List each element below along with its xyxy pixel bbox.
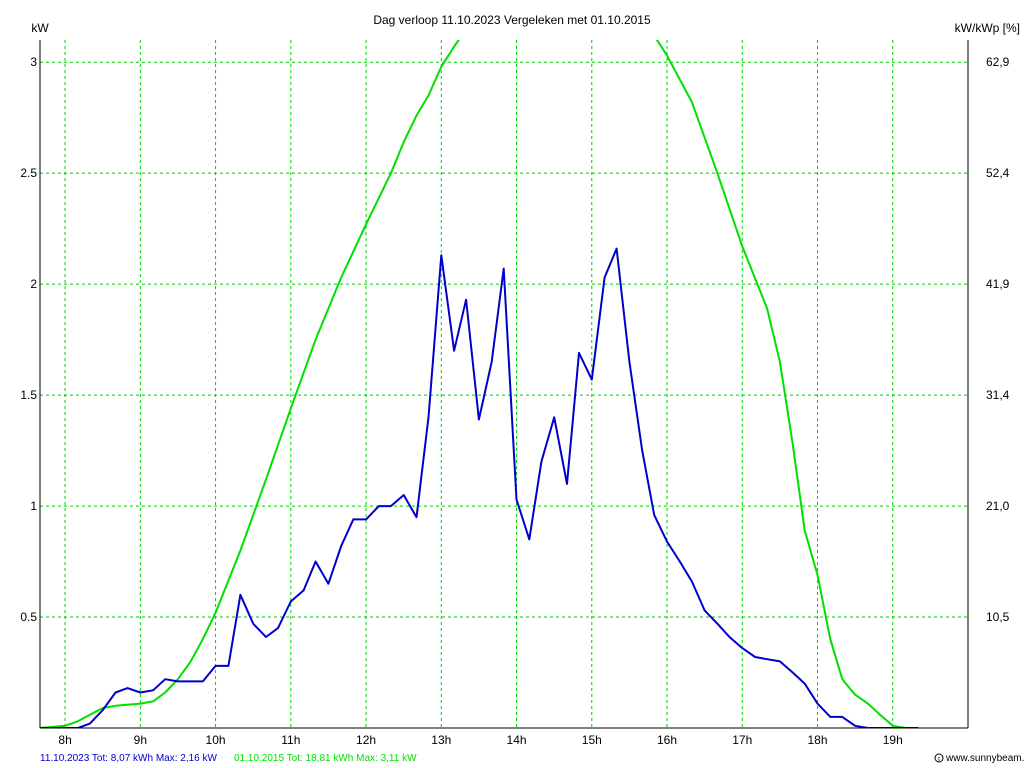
- y-tick-label-left: 1: [30, 499, 37, 513]
- x-tick-label: 10h: [206, 733, 226, 747]
- footer-stats-2023: 11.10.2023 Tot: 8,07 kWh Max: 2,16 kW: [40, 753, 218, 764]
- y-tick-label-right: 31,4: [986, 388, 1010, 402]
- y-tick-label-right: 41,9: [986, 277, 1010, 291]
- watermark-text: www.sunnybeam.be: [945, 753, 1024, 764]
- y-tick-label-left: 3: [30, 55, 37, 69]
- y-tick-label-left: 2.5: [20, 166, 37, 180]
- y-tick-label-right: 10,5: [986, 610, 1010, 624]
- y-tick-label-right: 21,0: [986, 499, 1010, 513]
- y-tick-label-left: 1.5: [20, 388, 37, 402]
- chart-title: Dag verloop 11.10.2023 Vergeleken met 01…: [373, 13, 651, 27]
- y-tick-label-right: 52,4: [986, 166, 1010, 180]
- footer-stats-2015: 01.10.2015 Tot: 18,81 kWh Max: 3,11 kW: [234, 753, 417, 764]
- y-axis-label-left: kW: [31, 21, 49, 35]
- axis-layer: [39, 40, 969, 729]
- x-tick-label: 9h: [134, 733, 147, 747]
- x-tick-label: 17h: [732, 733, 752, 747]
- series-layer: [40, 40, 919, 728]
- x-tick-label: 8h: [58, 733, 71, 747]
- series-line-2023: [40, 247, 919, 728]
- x-tick-label: 14h: [507, 733, 527, 747]
- x-tick-label: 18h: [807, 733, 827, 747]
- y-tick-label-right: 62,9: [986, 55, 1010, 69]
- tick-label-layer: 8h 9h 10h 11h 12h 13h 14h 15h 16h 17h 18h 19h 0.5 10,…: [20, 55, 1009, 747]
- x-tick-label: 16h: [657, 733, 677, 747]
- x-tick-label: 11h: [281, 733, 300, 747]
- x-tick-label: 13h: [431, 733, 451, 747]
- footer-watermark: c www.sunnybeam.be: [934, 753, 1024, 764]
- svg-text:c: c: [938, 757, 941, 763]
- y-tick-label-left: 2: [30, 277, 37, 291]
- y-axis-label-right: kW/kWp [%]: [955, 21, 1020, 35]
- x-tick-label: 15h: [582, 733, 602, 747]
- x-tick-label: 19h: [883, 733, 903, 747]
- y-tick-label-left: 0.5: [20, 610, 37, 624]
- copyright-icon: [934, 753, 944, 763]
- x-tick-label: 12h: [356, 733, 376, 747]
